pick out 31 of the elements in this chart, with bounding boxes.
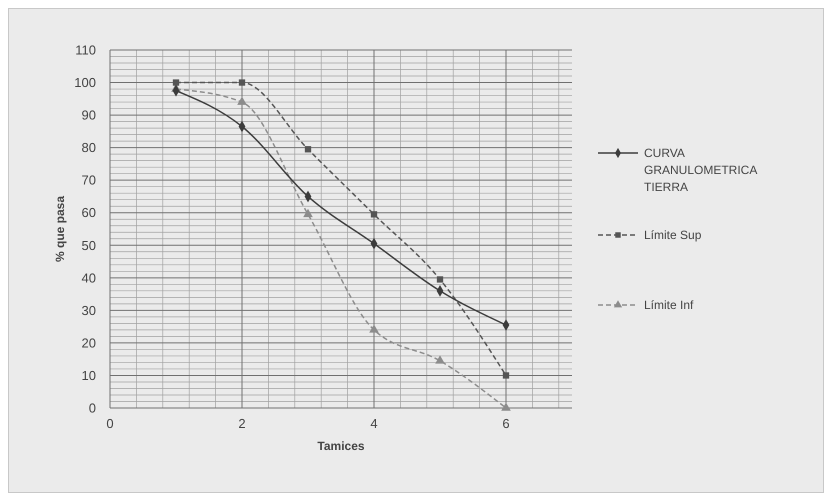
- y-tick-label: 10: [82, 368, 96, 383]
- y-tick-label: 80: [82, 140, 96, 156]
- point: [303, 208, 313, 218]
- y-tick-label: 40: [82, 270, 96, 286]
- point: [501, 402, 511, 411]
- x-tick-label: 4: [370, 416, 378, 431]
- legend-label: Límite Sup: [644, 228, 702, 242]
- point: [304, 146, 312, 152]
- y-tick-label: 30: [82, 302, 96, 318]
- y-tick-label: 110: [75, 42, 96, 58]
- point: [237, 96, 247, 105]
- legend-label: Límite Inf: [644, 298, 694, 312]
- point: [436, 276, 444, 283]
- y-tick-label: 20: [82, 335, 96, 350]
- y-tick-label: 90: [82, 108, 96, 123]
- x-tick-label: 6: [502, 416, 510, 431]
- y-axis-title: % que pasa: [53, 196, 67, 262]
- point: [238, 79, 246, 86]
- x-axis-title: Tamices: [317, 439, 365, 453]
- x-tick-label: 0: [106, 416, 114, 431]
- point: [369, 324, 379, 333]
- y-tick-label: 60: [82, 205, 96, 220]
- point: [370, 211, 378, 218]
- legend-label: CURVA GRANULOMETRICA TIERRA: [644, 146, 758, 194]
- y-tick-label: 0: [88, 400, 96, 416]
- y-tick-label: 70: [82, 172, 96, 188]
- y-tick-label: 50: [82, 238, 96, 253]
- point: [502, 372, 510, 379]
- x-tick-label: 2: [238, 416, 246, 431]
- y-tick-label: 100: [74, 75, 96, 90]
- point: [435, 355, 445, 364]
